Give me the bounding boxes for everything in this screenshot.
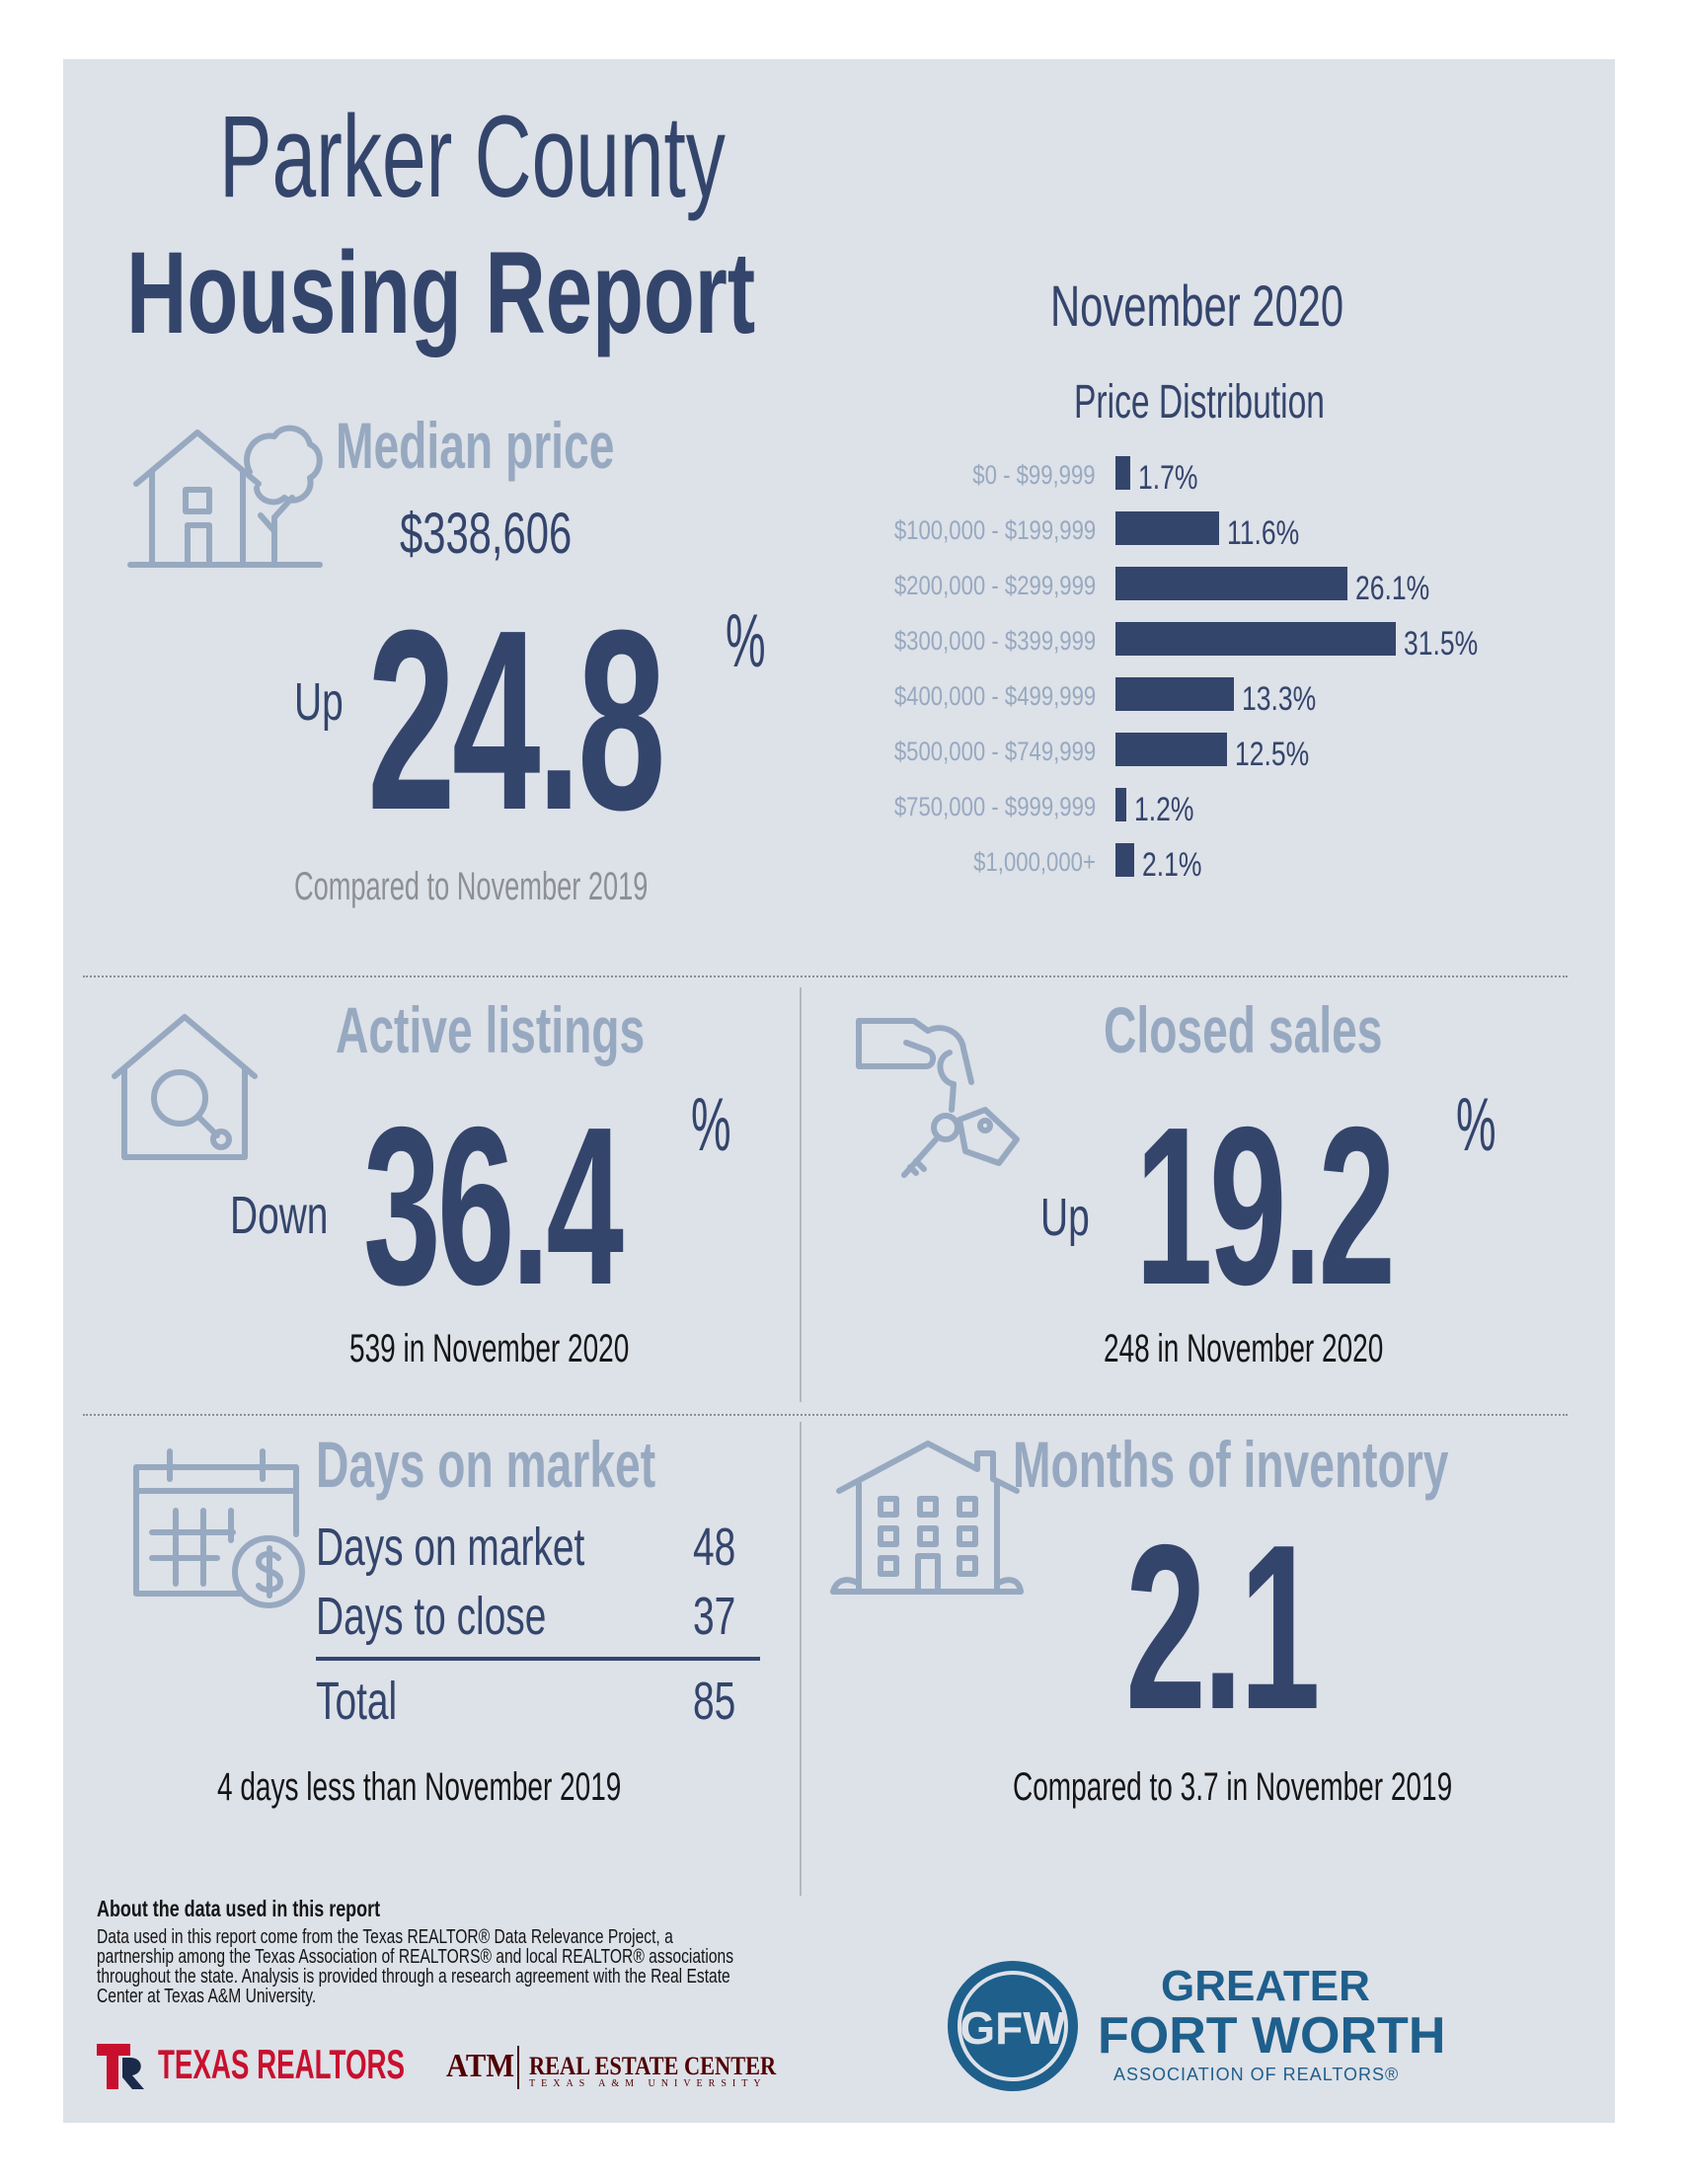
- price-bucket-label: $300,000 - $399,999: [893, 626, 1096, 656]
- active-listings-heading: Active listings: [336, 993, 646, 1066]
- closed-sales-change: 19.2: [1135, 1081, 1396, 1332]
- total-row-value: 85: [693, 1672, 736, 1731]
- total-row-label: Total: [316, 1672, 398, 1731]
- tamu-mark: ATM: [446, 2048, 515, 2084]
- price-bucket-value: 2.1%: [1141, 846, 1202, 884]
- texas-realtors-mark-icon: [97, 2044, 144, 2089]
- price-bucket-label: $1,000,000+: [973, 847, 1096, 877]
- price-bucket-value: 31.5%: [1404, 625, 1479, 663]
- price-distribution-chart: $0 - $99,999 1.7% $100,000 - $199,999 11.6%…: [691, 456, 1520, 900]
- months-of-inventory-value: 2.1: [1125, 1497, 1321, 1758]
- report-period: November 2020: [1050, 274, 1344, 339]
- price-bucket-label: $0 - $99,999: [972, 460, 1096, 490]
- about-heading: About the data used in this report: [97, 1896, 381, 1921]
- days-on-market-heading: Days on market: [316, 1428, 656, 1501]
- price-bucket-bar: [1115, 622, 1396, 656]
- house-with-tree-icon: [126, 423, 324, 574]
- divider-vertical-lower: [800, 1422, 802, 1896]
- real-estate-center-wordmark: REAL ESTATE CENTER: [529, 2052, 777, 2080]
- median-price-percent-sign: %: [726, 599, 766, 683]
- title-line-1: Parker County: [219, 92, 726, 222]
- divider-top: [83, 975, 1568, 977]
- hand-with-keys-icon: [855, 1013, 1033, 1196]
- divider-middle: [83, 1414, 1568, 1416]
- active-listings-change: 36.4: [363, 1081, 624, 1332]
- price-bucket-bar: [1115, 733, 1227, 766]
- price-bucket-bar: [1115, 456, 1131, 490]
- price-bucket-label: $200,000 - $299,999: [893, 571, 1096, 600]
- report-panel: [63, 59, 1615, 2123]
- closed-sales-detail: 248 in November 2020: [1104, 1327, 1384, 1370]
- closed-sales-percent-sign: %: [1456, 1083, 1496, 1167]
- dom-row-label: Days on market: [316, 1518, 585, 1577]
- real-estate-center-sub: TEXAS A&M UNIVERSITY: [529, 2078, 767, 2089]
- months-of-inventory-comparison: Compared to 3.7 in November 2019: [1013, 1765, 1453, 1809]
- texas-realtors-logo: [97, 2044, 146, 2094]
- median-price-comparison: Compared to November 2019: [294, 865, 649, 908]
- closed-sales-direction: Up: [1040, 1188, 1090, 1247]
- rec-divider: [517, 2046, 519, 2089]
- dom-row-value: 48: [693, 1518, 736, 1577]
- price-bucket-bar: [1115, 788, 1126, 821]
- calendar-dollar-icon: [132, 1445, 310, 1620]
- price-bucket-label: $500,000 - $749,999: [893, 737, 1096, 766]
- gfw-line-2: FORT WORTH: [1098, 2007, 1446, 2065]
- active-listings-detail: 539 in November 2020: [349, 1327, 630, 1370]
- price-bucket-bar: [1115, 843, 1134, 877]
- median-price-value: $338,606: [400, 502, 573, 566]
- title-line-2: Housing Report: [126, 228, 756, 358]
- price-bucket-value: 1.7%: [1138, 459, 1198, 497]
- months-of-inventory-heading: Months of inventory: [1013, 1428, 1449, 1501]
- median-price-direction: Up: [294, 672, 344, 732]
- gfw-badge-icon: GFW: [944, 1957, 1082, 2100]
- median-price-heading: Median price: [336, 409, 615, 482]
- price-bucket-value: 12.5%: [1234, 736, 1309, 773]
- price-bucket-label: $100,000 - $199,999: [893, 515, 1096, 545]
- price-bucket-label: $400,000 - $499,999: [893, 681, 1096, 711]
- median-price-change: 24.8: [367, 578, 666, 864]
- texas-realtors-wordmark: TEXAS REALTORS: [158, 2041, 406, 2087]
- price-bucket-bar: [1115, 567, 1348, 600]
- active-listings-direction: Down: [230, 1186, 329, 1245]
- price-bucket-value: 11.6%: [1226, 514, 1299, 552]
- price-bucket-value: 26.1%: [1355, 570, 1430, 607]
- house-magnifier-icon: [111, 1013, 259, 1166]
- price-bucket-bar: [1115, 511, 1219, 545]
- price-bucket-bar: [1115, 677, 1234, 711]
- dtc-row-value: 37: [693, 1587, 736, 1646]
- price-bucket-label: $750,000 - $999,999: [893, 792, 1096, 821]
- price-distribution-heading: Price Distribution: [1074, 376, 1325, 429]
- closed-sales-heading: Closed sales: [1104, 993, 1383, 1066]
- divider-vertical-upper: [800, 987, 802, 1402]
- gfw-badge-text: GFW: [959, 2002, 1066, 2054]
- dtc-row-label: Days to close: [316, 1587, 547, 1646]
- price-bucket-value: 1.2%: [1133, 791, 1194, 828]
- about-body: Data used in this report come from the T…: [97, 1926, 734, 2007]
- gfw-line-3: ASSOCIATION OF REALTORS®: [1113, 2065, 1400, 2084]
- price-bucket-value: 13.3%: [1241, 680, 1317, 718]
- gfw-line-1: GREATER: [1161, 1962, 1370, 2010]
- total-rule: [316, 1657, 760, 1661]
- active-listings-percent-sign: %: [691, 1083, 731, 1167]
- apartment-building-icon: [829, 1440, 1024, 1602]
- days-on-market-comparison: 4 days less than November 2019: [217, 1765, 622, 1809]
